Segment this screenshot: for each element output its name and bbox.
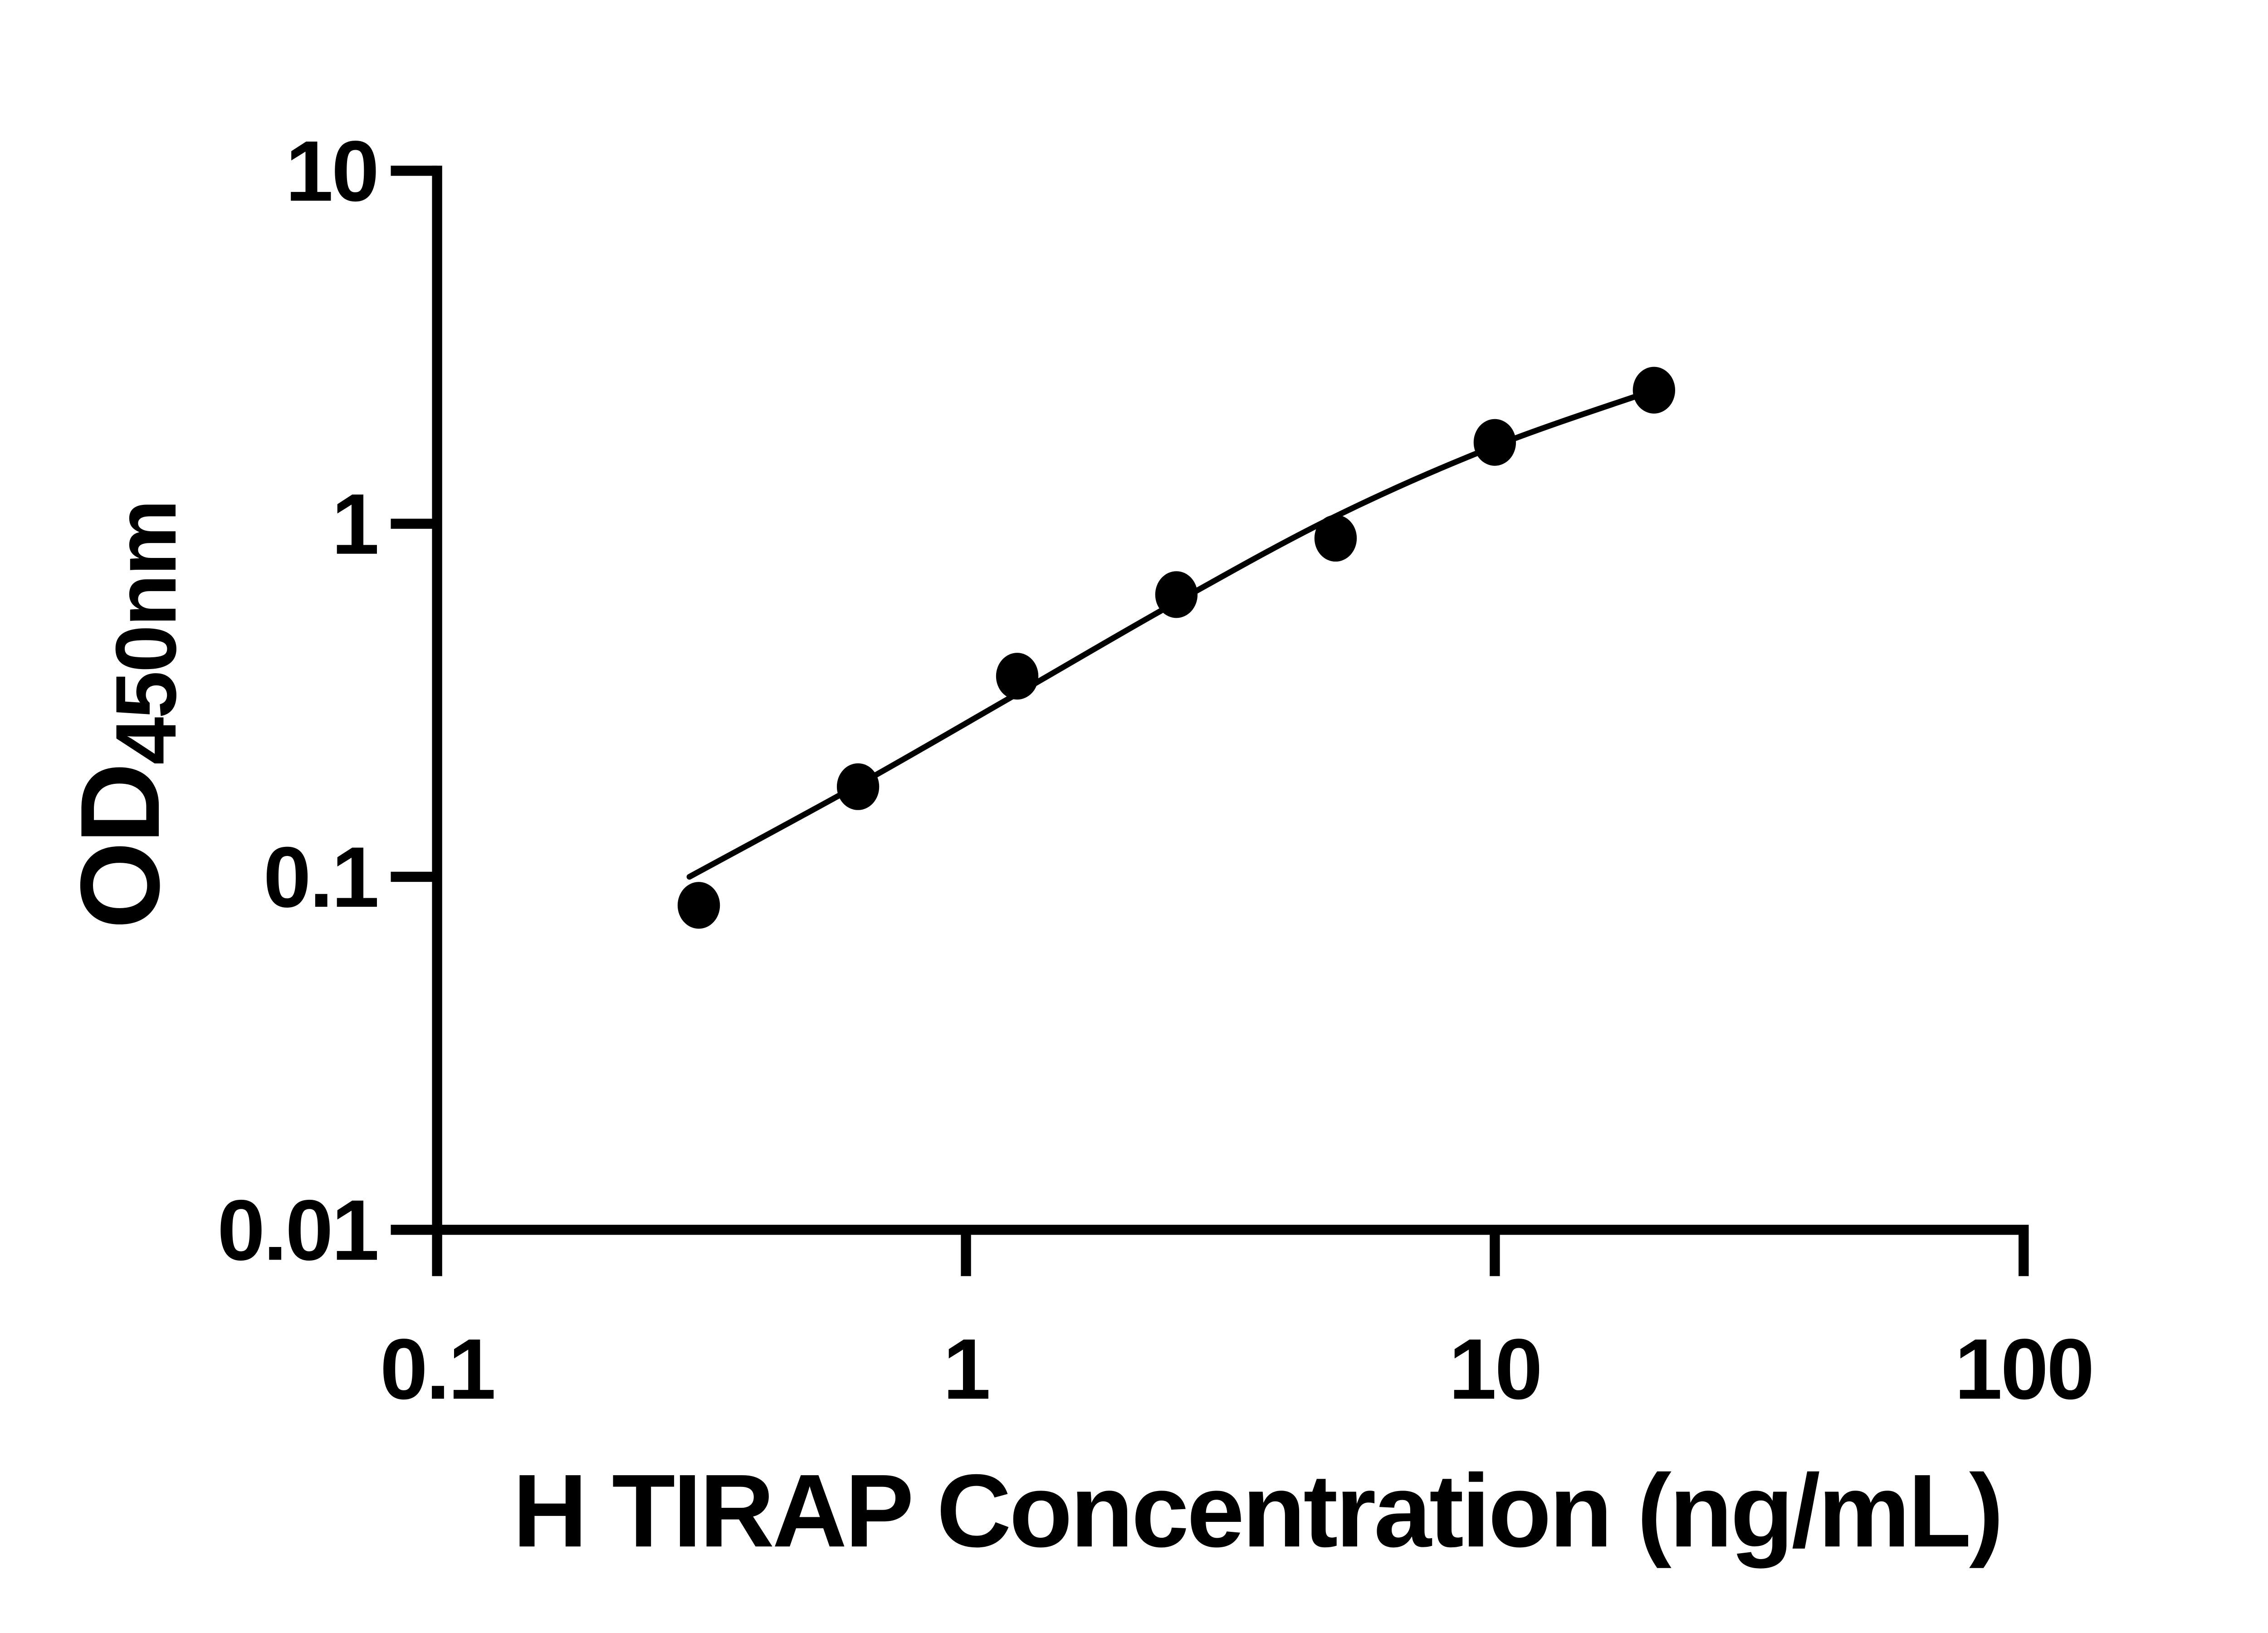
fit-curve [686, 387, 1657, 880]
x-tick-label-1: 1 [943, 1321, 989, 1418]
x-axis-title: H TIRAP Concentration (ng/mL) [513, 1453, 2001, 1569]
y-axis-title-sub: 450nm [98, 501, 194, 765]
data-point-x20 [1633, 367, 1676, 414]
y-tick-label-0.01: 0.01 [217, 1182, 377, 1278]
y-axis-title: OD450nm [57, 501, 194, 929]
data-point-x0.3125 [677, 882, 720, 929]
data-point-x2.5 [1155, 571, 1198, 618]
y-tick-label-0.1: 0.1 [263, 829, 377, 925]
plot-layer [677, 367, 1676, 929]
x-tick-label-0.1: 0.1 [380, 1321, 494, 1418]
y-axis-title-main: OD [57, 765, 183, 929]
data-point-x1.25 [996, 653, 1039, 700]
data-point-x10 [1473, 419, 1516, 466]
data-point-x0.625 [836, 763, 880, 810]
y-tick-label-1: 1 [332, 476, 378, 572]
y-tick-label-10: 10 [285, 123, 377, 220]
x-tick-label-100: 100 [1955, 1321, 2093, 1418]
x-tick-label-10: 10 [1449, 1321, 1541, 1418]
data-point-x5 [1314, 514, 1357, 562]
